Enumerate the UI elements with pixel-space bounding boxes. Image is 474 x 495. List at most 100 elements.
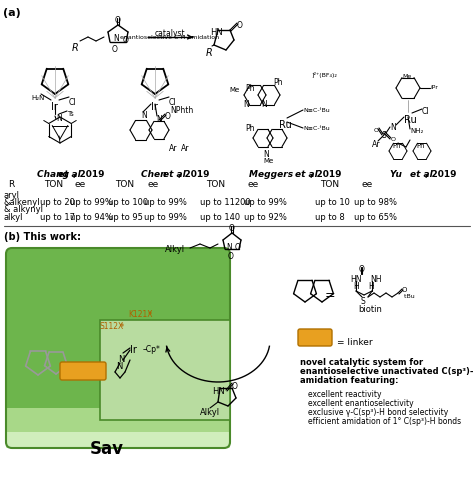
Text: Alkyl: Alkyl	[200, 408, 220, 417]
Text: Ts: Ts	[67, 111, 74, 117]
Text: aryl: aryl	[4, 191, 20, 200]
FancyBboxPatch shape	[298, 329, 332, 346]
Text: S: S	[361, 297, 366, 306]
Text: up to 99%: up to 99%	[144, 213, 187, 222]
Text: et al: et al	[163, 170, 186, 179]
Text: et al: et al	[410, 170, 433, 179]
Text: –Cp*: –Cp*	[143, 345, 161, 354]
Text: et al: et al	[58, 170, 81, 179]
FancyBboxPatch shape	[60, 362, 106, 380]
Text: Ph: Ph	[392, 143, 401, 149]
FancyBboxPatch shape	[6, 248, 230, 448]
Text: up to 100: up to 100	[108, 198, 148, 207]
Text: Cl: Cl	[422, 107, 429, 116]
Text: Me: Me	[263, 158, 273, 164]
Text: N≡C-ᵗBu: N≡C-ᵗBu	[303, 126, 330, 131]
Text: N: N	[118, 355, 124, 364]
Text: TON: TON	[115, 180, 134, 189]
Text: exclusive γ-C(sp³)-H bond selectivity: exclusive γ-C(sp³)-H bond selectivity	[308, 408, 448, 417]
Text: excellent enantioselectivity: excellent enantioselectivity	[308, 399, 414, 408]
Text: efficient amidation of 1° C(sp³)-H bonds: efficient amidation of 1° C(sp³)-H bonds	[308, 417, 461, 426]
Text: Ar: Ar	[372, 140, 381, 149]
Text: NH: NH	[370, 275, 382, 284]
Text: N: N	[243, 100, 249, 109]
Text: Me: Me	[402, 74, 411, 79]
Text: O: O	[228, 252, 234, 261]
Text: Ir: Ir	[130, 345, 137, 355]
Text: H: H	[353, 282, 359, 291]
Text: R: R	[8, 180, 14, 189]
Text: et al: et al	[295, 170, 318, 179]
Text: R: R	[72, 43, 79, 53]
Text: Ph: Ph	[245, 124, 255, 133]
Text: HN: HN	[210, 28, 223, 37]
Text: N: N	[261, 100, 267, 109]
Text: Ir: Ir	[151, 102, 158, 112]
Text: iPr: iPr	[430, 85, 438, 90]
Text: (a): (a)	[3, 8, 21, 18]
Text: Meggers: Meggers	[249, 170, 297, 179]
Text: up to 8: up to 8	[315, 213, 345, 222]
Text: N: N	[116, 362, 122, 371]
Text: ]²⁺(BF₄)₂: ]²⁺(BF₄)₂	[311, 72, 337, 78]
Text: excellent reactivity: excellent reactivity	[308, 390, 382, 399]
Text: N: N	[390, 123, 396, 132]
Text: up to 140: up to 140	[200, 213, 240, 222]
Text: up to 95: up to 95	[108, 213, 143, 222]
Text: O: O	[112, 45, 118, 54]
Bar	[6, 432, 230, 448]
Text: Ph: Ph	[416, 143, 425, 149]
Text: O: O	[402, 287, 407, 293]
Text: NPhth: NPhth	[170, 106, 193, 115]
Text: , 2019: , 2019	[178, 170, 210, 179]
Text: O: O	[115, 16, 121, 25]
Text: up to 92%: up to 92%	[244, 213, 287, 222]
Text: catalyst: catalyst	[155, 29, 185, 38]
Text: *: *	[120, 323, 124, 332]
Text: Ph: Ph	[245, 84, 255, 93]
Text: ee: ee	[248, 180, 259, 189]
Text: N≡C-ᵗBu: N≡C-ᵗBu	[303, 108, 330, 113]
Text: O: O	[232, 382, 238, 391]
Text: N: N	[226, 243, 232, 252]
Text: Alkyl: Alkyl	[165, 245, 185, 254]
Text: up to 10: up to 10	[315, 198, 350, 207]
Text: N: N	[56, 114, 62, 123]
Text: Yu: Yu	[391, 170, 405, 179]
Text: O: O	[391, 137, 396, 142]
Text: S: S	[382, 131, 387, 140]
Text: HN: HN	[350, 275, 362, 284]
Text: up to 99%: up to 99%	[244, 198, 287, 207]
Text: Cl: Cl	[169, 98, 176, 107]
Text: Chang: Chang	[37, 170, 73, 179]
Text: O: O	[235, 243, 241, 252]
Text: N: N	[156, 115, 162, 124]
Text: up to 20: up to 20	[40, 198, 75, 207]
Text: *: *	[148, 311, 152, 320]
Text: H₂N: H₂N	[31, 95, 45, 101]
Text: TON: TON	[44, 180, 63, 189]
Text: = linker: = linker	[337, 338, 373, 347]
Text: ee: ee	[148, 180, 159, 189]
Text: Ru: Ru	[404, 115, 417, 125]
Text: H: H	[368, 282, 374, 291]
Text: O: O	[237, 21, 243, 30]
Text: N: N	[113, 34, 119, 43]
Text: N: N	[141, 111, 147, 120]
Text: ee: ee	[75, 180, 86, 189]
Text: up to 98%: up to 98%	[354, 198, 397, 207]
Text: novel catalytic system for: novel catalytic system for	[300, 358, 423, 367]
Text: O: O	[229, 224, 235, 233]
Text: O: O	[374, 128, 379, 133]
Text: , 2019: , 2019	[73, 170, 104, 179]
Text: HN: HN	[212, 387, 225, 396]
Text: Cl: Cl	[69, 98, 76, 107]
Text: Chen: Chen	[141, 170, 169, 179]
Text: biotin: biotin	[358, 305, 382, 314]
Text: Ar: Ar	[169, 144, 177, 153]
Text: amidation featuring:: amidation featuring:	[300, 376, 399, 385]
Text: TON: TON	[206, 180, 225, 189]
Text: Sav: Sav	[90, 440, 124, 458]
Text: up to 17: up to 17	[40, 213, 75, 222]
Text: S112X: S112X	[100, 322, 124, 331]
